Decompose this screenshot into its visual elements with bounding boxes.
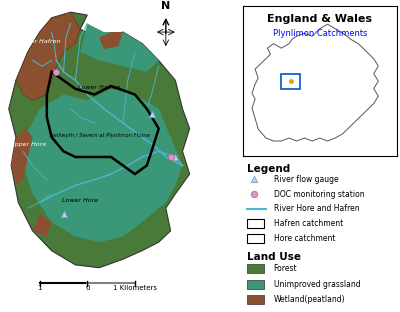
Text: Upper Hafren: Upper Hafren [18,39,61,44]
Point [148,112,155,117]
Bar [248,280,264,289]
Polygon shape [23,89,182,242]
Text: England & Wales: England & Wales [267,14,372,24]
Bar [248,264,264,273]
Text: 0: 0 [85,285,90,291]
Polygon shape [16,12,80,100]
Point [250,177,257,182]
Polygon shape [11,129,32,185]
Point [167,154,174,159]
Text: Hafren catchment: Hafren catchment [274,219,343,228]
Bar [248,234,264,243]
Bar [281,74,300,89]
Polygon shape [80,24,159,72]
Text: Forest: Forest [274,264,297,273]
Polygon shape [252,24,378,141]
Text: N: N [161,1,170,11]
Text: Legend: Legend [248,164,291,174]
Text: Upper Hore: Upper Hore [10,142,46,147]
Text: Lower Hore: Lower Hore [62,198,98,203]
Text: 1 Kilometers: 1 Kilometers [113,285,157,291]
Bar [248,219,264,228]
Text: Wetland(peatland): Wetland(peatland) [274,295,345,304]
Polygon shape [99,32,123,49]
Text: Plynlimon Catchments: Plynlimon Catchments [272,29,367,38]
Text: 1: 1 [38,285,42,291]
Text: Land Use: Land Use [248,251,302,261]
Text: Hore catchment: Hore catchment [274,234,335,243]
Polygon shape [32,214,52,236]
Text: River flow gauge: River flow gauge [274,175,338,184]
Text: Tanllwyth / Severn at Plynlimon Flume: Tanllwyth / Severn at Plynlimon Flume [49,133,150,138]
Point [53,69,60,74]
Text: River Hore and Hafren: River Hore and Hafren [274,204,359,213]
Bar [248,295,264,305]
Point [250,192,257,197]
Point [172,154,178,159]
Point [60,211,67,216]
Polygon shape [9,12,190,268]
Text: DOC monitoring station: DOC monitoring station [274,190,364,199]
Text: Unimproved grassland: Unimproved grassland [274,280,360,289]
Text: Lower Hafren: Lower Hafren [78,85,120,90]
